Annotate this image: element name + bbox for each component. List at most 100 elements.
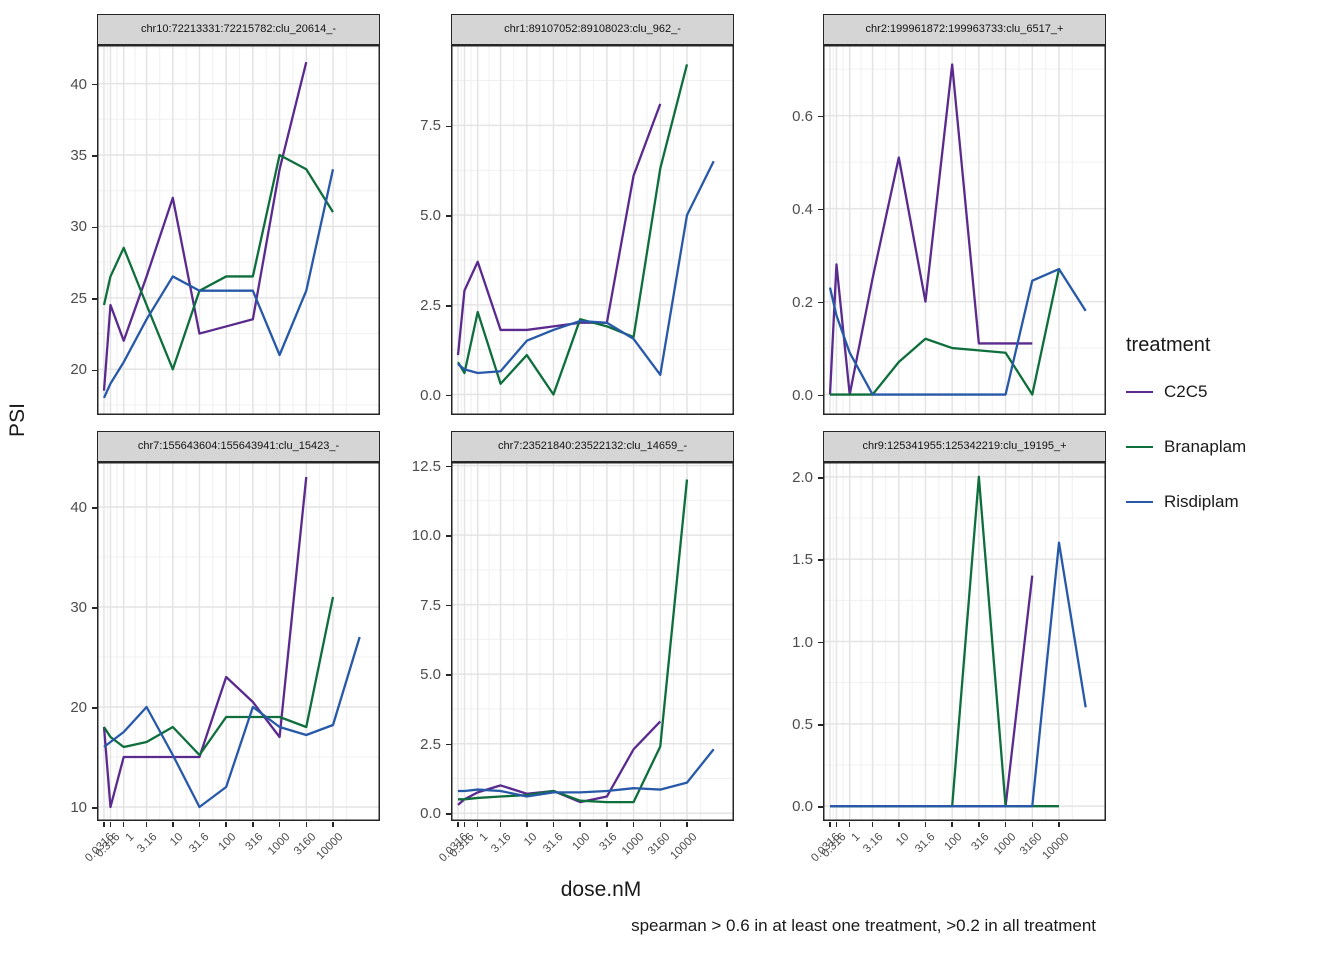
y-tick-mark	[818, 559, 823, 561]
y-tick-label: 7.5	[420, 117, 441, 135]
x-tick-label: 0.316	[820, 831, 849, 860]
x-axis-panel-2: 0.0316 0.316 1 3.16 10 31.6 100 316 1000 3160 1000…	[437, 822, 734, 877]
legend-line-swatch	[1126, 390, 1153, 394]
x-tick-label: 10000	[668, 831, 700, 863]
y-axis-panel-2: 0.0 2.5 5.0 7.5	[380, 14, 451, 416]
x-tick-mark	[332, 822, 334, 827]
legend-entry-c2c5: C2C5	[1126, 381, 1246, 403]
x-tick-mark	[1031, 822, 1034, 827]
panel-plot-5	[451, 461, 734, 821]
x-tick-mark	[978, 822, 980, 827]
x-tick-label: 10000	[314, 831, 346, 863]
legend-label: C2C5	[1164, 382, 1208, 401]
facet-strip-title: chr10:72213331:72215782:clu_20614_-	[97, 14, 380, 45]
x-tick-mark	[526, 822, 528, 827]
x-tick-label: 316	[597, 831, 620, 854]
y-tick-mark	[92, 369, 97, 372]
x-tick-mark	[476, 822, 479, 827]
y-tick-label: 25	[70, 289, 87, 307]
y-tick-mark	[92, 607, 97, 609]
x-axis-panel-3: 0.0316 0.316 1 3.16 10 31.6 100 316 1000 3160 1000…	[809, 822, 1106, 877]
y-tick-label: 5.0	[420, 666, 441, 684]
y-tick-mark	[446, 604, 451, 607]
line-branaplam	[458, 478, 689, 803]
y-tick-label: 0.0	[792, 386, 813, 404]
y-axis-panel-6: 0.0 0.5 1.0 1.5 2.0	[734, 431, 823, 822]
x-tick-label: 100	[570, 831, 593, 854]
legend-label: Risdiplam	[1164, 492, 1239, 511]
facet-strip-title: chr2:199961872:199963733:clu_6517_+	[823, 14, 1106, 45]
y-tick-mark	[446, 535, 451, 537]
x-tick-mark	[579, 822, 581, 827]
y-tick-mark	[92, 507, 97, 509]
x-tick-mark	[848, 822, 851, 827]
legend-label: Branaplam	[1164, 437, 1247, 456]
y-tick-mark	[446, 813, 451, 815]
y-tick-label: 10.0	[411, 527, 441, 545]
x-tick-label: 31.6	[187, 831, 212, 856]
y-tick-label: 0.0	[420, 805, 441, 823]
y-tick-label: 0.4	[792, 200, 813, 218]
x-tick-label: 100	[216, 831, 239, 854]
y-tick-label: 20	[70, 361, 87, 379]
y-tick-mark	[818, 641, 823, 644]
x-tick-mark	[457, 822, 459, 827]
panel-plot-2	[451, 44, 734, 415]
facet-strip-title: chr1:89107052:89108023:clu_962_-	[451, 14, 734, 45]
x-tick-mark	[305, 822, 308, 827]
x-axis-title: dose.nM	[560, 878, 642, 901]
y-tick-label: 1.0	[792, 633, 813, 651]
x-tick-label: 1	[849, 831, 863, 845]
y-tick-mark	[818, 394, 823, 397]
line-risdiplam	[457, 160, 715, 376]
x-tick-label: 100	[942, 831, 965, 854]
y-tick-label: 20	[70, 699, 87, 716]
y-tick-mark	[446, 394, 451, 397]
y-tick-mark	[92, 83, 97, 86]
x-tick-mark	[252, 822, 254, 827]
line-risdiplam	[828, 267, 1087, 396]
legend-line-swatch	[1126, 445, 1153, 449]
x-tick-mark	[1004, 822, 1007, 827]
x-tick-mark	[659, 822, 662, 827]
y-tick-mark	[446, 743, 451, 746]
x-tick-label: 10	[167, 831, 186, 849]
y-tick-label: 0.0	[420, 386, 441, 404]
x-tick-label: 0.316	[448, 831, 477, 860]
legend-entry-branaplam: Branaplam	[1126, 436, 1246, 458]
facet-grid: 20 25 30 35 40 chr10:72213331:72215782:clu_20…	[49, 14, 1106, 877]
y-tick-label: 30	[70, 599, 87, 616]
legend-line-swatch	[1126, 500, 1153, 504]
x-tick-label: 1	[477, 831, 491, 845]
y-tick-mark	[92, 226, 97, 229]
y-tick-mark	[818, 115, 823, 118]
facet-strip-title: chr7:23521840:23522132:clu_14659_-	[451, 431, 734, 462]
x-tick-mark	[898, 822, 900, 827]
y-tick-label: 0.0	[792, 798, 813, 816]
line-c2c5	[102, 476, 308, 808]
y-tick-label: 10	[70, 799, 87, 816]
x-tick-mark	[632, 822, 635, 827]
y-tick-mark	[92, 807, 97, 809]
y-axis-panel-5: 0.0 2.5 5.0 7.5 10.0 12.5	[380, 431, 451, 822]
legend: treatment C2C5 Branaplam Risdiplam	[1126, 334, 1246, 546]
x-tick-label: 0.316	[94, 831, 123, 860]
x-axis-panel-1: 0.0316 0.316 1 3.16 10 31.6 100 316 1000 3160 1000…	[83, 822, 380, 877]
y-tick-label: 2.5	[420, 735, 441, 753]
y-tick-mark	[818, 301, 823, 304]
line-branaplam	[830, 268, 1061, 396]
x-tick-label: 10	[893, 831, 912, 849]
y-tick-label: 0.5	[792, 715, 813, 733]
y-axis-panel-3: 0.0 0.2 0.4 0.6	[734, 14, 823, 416]
x-tick-label: 10000	[1040, 831, 1072, 863]
x-tick-mark	[278, 822, 281, 827]
x-tick-mark	[122, 822, 125, 827]
x-tick-label: 1000	[991, 831, 1019, 858]
x-tick-mark	[552, 822, 555, 827]
x-tick-label: 31.6	[913, 831, 938, 856]
x-tick-label: 316	[243, 831, 266, 854]
panel-plot-6	[823, 461, 1106, 821]
x-tick-mark	[145, 822, 148, 827]
x-tick-mark	[871, 822, 874, 827]
y-tick-mark	[818, 724, 823, 726]
